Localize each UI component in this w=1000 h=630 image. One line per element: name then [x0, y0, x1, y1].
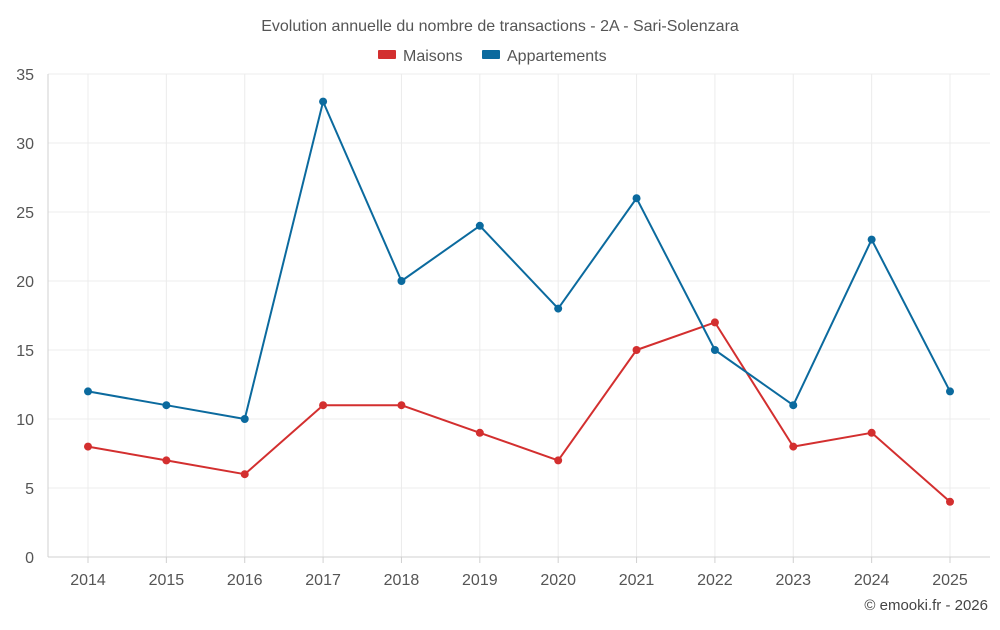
data-point-appartements[interactable]: [319, 97, 328, 106]
x-tick-label: 2015: [149, 572, 185, 589]
x-tick-label: 2019: [462, 572, 498, 589]
x-tick-label: 2016: [227, 572, 263, 589]
legend: Maisons Appartements: [378, 48, 607, 65]
data-point-appartements[interactable]: [397, 277, 406, 285]
series-line-appartements: [87, 100, 951, 420]
data-point-appartements[interactable]: [475, 221, 484, 230]
data-point-appartements[interactable]: [867, 235, 876, 244]
data-point-appartements[interactable]: [84, 387, 92, 396]
data-point-maisons[interactable]: [397, 401, 406, 410]
legend-label-appartements: Appartements: [507, 48, 607, 65]
legend-label-maisons: Maisons: [403, 48, 463, 65]
x-tick-label: 2014: [70, 572, 106, 589]
data-point-appartements[interactable]: [240, 415, 249, 423]
chart-title: Evolution annuelle du nombre de transact…: [261, 18, 739, 35]
data-point-maisons[interactable]: [84, 442, 92, 451]
y-tick-label: 25: [16, 205, 34, 222]
credit-text: © emooki.fr - 2026: [864, 597, 988, 614]
y-tick-label: 10: [16, 412, 34, 429]
y-tick-label: 5: [25, 481, 34, 498]
x-tick-label: 2025: [932, 572, 968, 589]
legend-swatch-appartements: [482, 50, 500, 59]
data-point-maisons[interactable]: [162, 456, 171, 465]
data-point-maisons[interactable]: [710, 318, 719, 327]
data-point-appartements[interactable]: [946, 387, 954, 396]
series: [84, 97, 954, 506]
data-point-appartements[interactable]: [554, 304, 563, 313]
data-point-maisons[interactable]: [240, 470, 249, 479]
y-tick-label: 15: [16, 343, 34, 360]
x-tick-label: 2018: [384, 572, 420, 589]
x-tick-label: 2020: [540, 572, 576, 589]
grid: [48, 73, 990, 557]
x-tick-label: 2024: [854, 572, 890, 589]
data-point-maisons[interactable]: [319, 401, 328, 410]
data-point-maisons[interactable]: [867, 428, 876, 437]
x-tick-label: 2023: [775, 572, 811, 589]
series-line-maisons: [87, 321, 951, 503]
y-tick-label: 30: [16, 136, 34, 153]
data-point-appartements[interactable]: [632, 194, 641, 203]
x-tick-label: 2022: [697, 572, 733, 589]
y-tick-label: 35: [16, 67, 34, 84]
x-tick-label: 2017: [305, 572, 341, 589]
legend-swatch-maisons: [378, 50, 396, 59]
data-point-maisons[interactable]: [554, 456, 563, 465]
y-tick-label: 20: [16, 274, 34, 291]
x-tick-label: 2021: [619, 572, 655, 589]
data-point-maisons[interactable]: [632, 346, 641, 354]
data-point-appartements[interactable]: [710, 346, 719, 354]
data-point-maisons[interactable]: [475, 428, 484, 437]
y-tick-label: 0: [25, 550, 34, 567]
data-point-appartements[interactable]: [162, 401, 171, 410]
data-point-maisons[interactable]: [946, 497, 954, 506]
data-point-appartements[interactable]: [789, 401, 798, 410]
data-point-maisons[interactable]: [789, 442, 798, 451]
